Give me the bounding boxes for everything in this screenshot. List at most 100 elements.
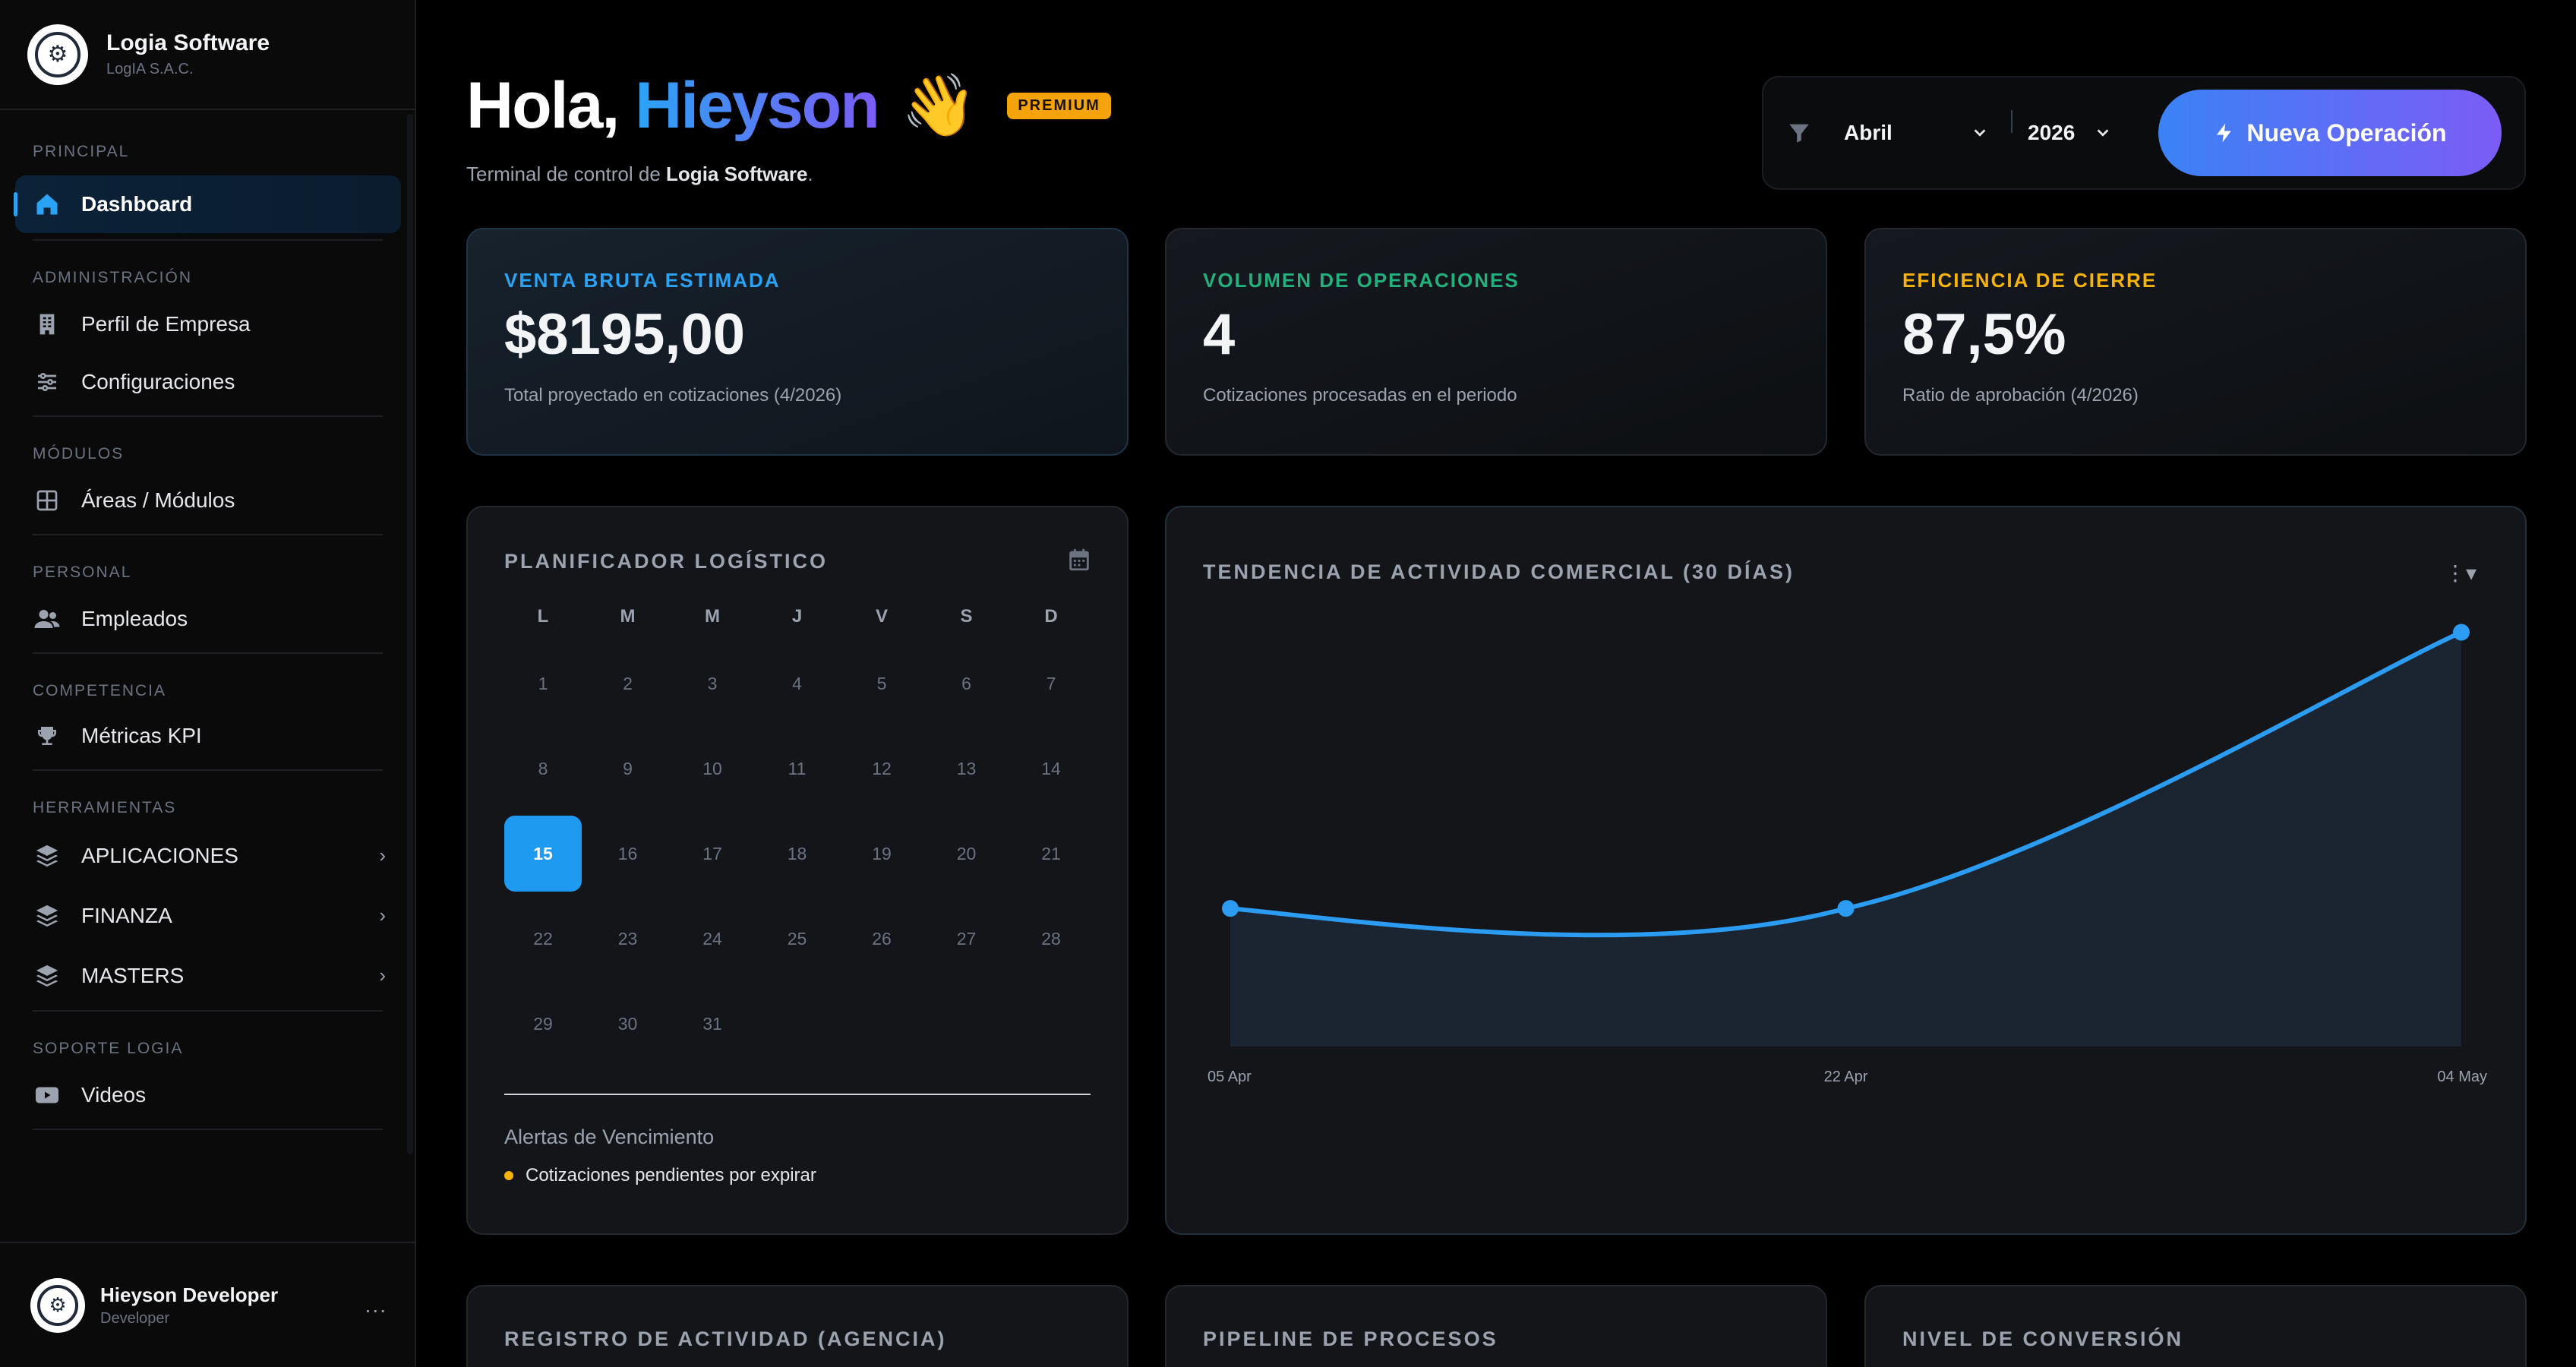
sidebar-item-label: Videos (81, 1083, 147, 1107)
weekday-header: J (791, 606, 803, 627)
grid-icon (33, 486, 62, 515)
brand-name: Logia Software (106, 30, 270, 55)
calendar-day[interactable]: 30 (617, 1014, 638, 1034)
sidebar-item-aplicaciones[interactable]: APLICACIONES › (15, 826, 401, 886)
calendar-day-today[interactable]: 15 (504, 816, 582, 892)
calendar-day[interactable]: 4 (792, 674, 802, 693)
calendar-day[interactable]: 26 (872, 929, 892, 949)
activity-trend-card: TENDENCIA DE ACTIVIDAD COMERCIAL (30 DÍA… (1165, 506, 2527, 1235)
chevron-right-icon: › (379, 904, 386, 927)
calendar-day[interactable]: 10 (702, 759, 722, 778)
kpi-card-volumen: VOLUMEN DE OPERACIONES 4 Cotizaciones pr… (1165, 228, 1827, 456)
sidebar-item-perfil-empresa[interactable]: Perfil de Empresa (15, 295, 401, 353)
calendar-day[interactable]: 5 (876, 674, 887, 693)
section-label-modulos: MÓDULOS (33, 445, 125, 463)
calendar-day[interactable]: 1 (538, 674, 548, 693)
chart-title: TENDENCIA DE ACTIVIDAD COMERCIAL (30 DÍA… (1203, 560, 1795, 583)
calendar-day[interactable]: 31 (702, 1014, 722, 1034)
new-operation-button[interactable]: Nueva Operación (2158, 90, 2502, 176)
wave-emoji-icon: 👋 (901, 71, 977, 139)
building-icon (33, 310, 62, 339)
year-select[interactable]: 2026 (2028, 121, 2111, 145)
calendar-day[interactable]: 16 (617, 844, 638, 863)
sidebar-item-areas-modulos[interactable]: Áreas / Módulos (15, 472, 401, 529)
calendar-day[interactable]: 24 (702, 929, 722, 949)
calendar-day[interactable]: 13 (956, 759, 977, 778)
sidebar-item-metricas-kpi[interactable]: Métricas KPI (15, 707, 401, 765)
chevron-right-icon: › (379, 964, 386, 987)
page-subtitle: Terminal de control de Logia Software. (466, 163, 813, 186)
calendar-day[interactable]: 12 (872, 759, 892, 778)
calendar-day[interactable]: 2 (623, 674, 633, 693)
calendar-day[interactable]: 3 (707, 674, 718, 693)
alert-text: Cotizaciones pendientes por expirar (526, 1165, 816, 1185)
x-tick-label: 04 May (2437, 1069, 2487, 1085)
calendar-day[interactable]: 6 (961, 674, 971, 693)
sidebar-item-label: APLICACIONES (81, 843, 238, 867)
sidebar-item-label: FINANZA (81, 903, 172, 927)
month-select[interactable]: Abril (1844, 121, 1988, 145)
sidebar-item-configuraciones[interactable]: Configuraciones (15, 353, 401, 411)
chevron-down-icon (2097, 129, 2109, 137)
sidebar-nav: PRINCIPAL Dashboard ADMINISTRACIÓN Perfi… (0, 110, 416, 1242)
chart-point[interactable] (2453, 624, 2470, 641)
user-name: Hieyson Developer (100, 1283, 279, 1306)
sidebar-item-label: Dashboard (81, 192, 193, 216)
sidebar-scrollbar[interactable] (407, 114, 413, 1154)
user-profile[interactable]: ⚙ Hieyson Developer Developer ... (0, 1242, 416, 1367)
sidebar-item-masters[interactable]: MASTERS › (15, 946, 401, 1006)
chart-point[interactable] (1222, 900, 1239, 917)
weekday-header: S (960, 606, 973, 627)
section-label-administracion: ADMINISTRACIÓN (33, 269, 193, 286)
calendar-day[interactable]: 23 (617, 929, 638, 949)
year-value: 2026 (2028, 121, 2076, 144)
brand-header[interactable]: ⚙ Logia Software LogIA S.A.C. (0, 0, 415, 110)
more-options-icon[interactable]: ... (365, 1293, 387, 1317)
calendar-day[interactable]: 9 (623, 759, 633, 778)
pipeline-card: PIPELINE DE PROCESOS (1165, 1285, 1827, 1367)
calendar-day[interactable]: 18 (787, 844, 807, 863)
weekday-header: M (620, 606, 636, 627)
calendar-day[interactable]: 14 (1041, 759, 1061, 778)
calendar-day[interactable]: 19 (872, 844, 892, 863)
weekday-header: D (1044, 606, 1058, 627)
sidebar-item-label: MASTERS (81, 963, 185, 987)
card-title: PIPELINE DE PROCESOS (1203, 1328, 1498, 1350)
calendar-day[interactable]: 21 (1041, 844, 1061, 863)
calendar-day[interactable]: 8 (538, 759, 548, 778)
sidebar-item-dashboard[interactable]: Dashboard (14, 175, 401, 233)
calendar-day[interactable]: 25 (787, 929, 807, 949)
card-title: PLANIFICADOR LOGÍSTICO (504, 550, 828, 573)
kpi-label: VENTA BRUTA ESTIMADA (504, 269, 781, 292)
month-value: Abril (1844, 121, 1893, 144)
sidebar-item-empleados[interactable]: Empleados (15, 590, 401, 648)
weekday-header: M (705, 606, 720, 627)
subtitle-brand: Logia Software (666, 163, 808, 185)
sidebar-item-label: Áreas / Módulos (81, 488, 235, 512)
sliders-icon (33, 368, 62, 396)
calendar-day[interactable]: 28 (1041, 929, 1061, 949)
kpi-value: $8195,00 (504, 302, 745, 367)
calendar-day[interactable]: 29 (533, 1014, 553, 1034)
divider (33, 769, 383, 771)
alert-item[interactable]: Cotizaciones pendientes por expirar (504, 1165, 816, 1186)
calendar-day[interactable]: 22 (533, 929, 553, 949)
calendar-day[interactable]: 17 (702, 844, 722, 863)
sidebar-item-finanza[interactable]: FINANZA › (15, 886, 401, 946)
calendar-day[interactable]: 20 (956, 844, 977, 863)
subtitle-suffix: . (807, 163, 813, 185)
chart-menu-icon[interactable]: ⋮▾ (2444, 561, 2477, 585)
calendar-day[interactable]: 11 (788, 759, 807, 778)
sidebar-item-videos[interactable]: Videos (15, 1066, 401, 1124)
home-icon (33, 190, 62, 219)
user-role: Developer (100, 1309, 170, 1327)
alerts-title: Alertas de Vencimiento (504, 1125, 715, 1148)
kpi-card-eficiencia: EFICIENCIA DE CIERRE 87,5% Ratio de apro… (1864, 228, 2527, 456)
kpi-value: 4 (1203, 302, 1236, 367)
calendar-icon[interactable] (1066, 547, 1092, 573)
section-label-principal: PRINCIPAL (33, 143, 130, 160)
chart-point[interactable] (1837, 900, 1855, 917)
filter-toolbar: Abril 2026 Nueva Operación (1762, 76, 2526, 190)
calendar-day[interactable]: 27 (956, 929, 977, 949)
calendar-day[interactable]: 7 (1046, 674, 1056, 693)
